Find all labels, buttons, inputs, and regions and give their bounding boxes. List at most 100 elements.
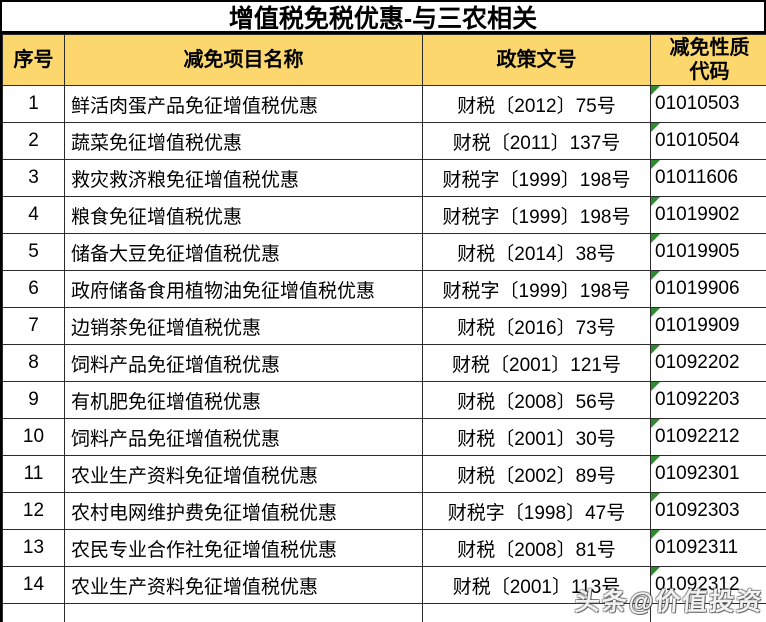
tax-exemption-table: 序号 减免项目名称 政策文号 减免性质 代码 1 鲜活肉蛋产品免征增值税优惠 财… <box>2 34 766 622</box>
serial-cell: 11 <box>2 455 65 493</box>
text-number-error-triangle-icon <box>651 345 660 354</box>
policy-doc-cell: 财税〔2008〕81号 <box>422 529 651 567</box>
text-number-error-triangle-icon <box>651 456 660 465</box>
policy-doc-cell: 财税字〔1998〕47号 <box>422 492 651 530</box>
policy-doc-cell: 财税〔2001〕121号 <box>422 344 651 382</box>
nature-code-value: 01092212 <box>655 426 740 447</box>
table-row: 11 农业生产资料免征增值税优惠 财税〔2002〕89号 01092301 <box>2 455 766 493</box>
nature-code-value: 01092203 <box>655 389 740 410</box>
nature-code-value: 01092202 <box>655 352 740 373</box>
nature-code-value: 01092303 <box>655 500 740 521</box>
text-number-error-triangle-icon <box>651 123 660 132</box>
nature-code-cell: 01092301 <box>650 455 766 493</box>
serial-cell: 9 <box>2 381 65 419</box>
policy-doc-cell: 财税字〔1999〕198号 <box>422 196 651 234</box>
nature-code-cell: 01092311 <box>650 529 766 567</box>
nature-code-value: 01092312 <box>655 574 740 595</box>
text-number-error-triangle-icon <box>651 86 660 95</box>
serial-cell: 4 <box>2 196 65 234</box>
nature-code-cell: 01092203 <box>650 381 766 419</box>
header-serial: 序号 <box>2 34 65 86</box>
table-body: 1 鲜活肉蛋产品免征增值税优惠 财税〔2012〕75号 01010503 2 蔬… <box>2 85 766 622</box>
policy-doc-cell: 财税〔2001〕30号 <box>422 418 651 456</box>
nature-code-value: 01092311 <box>655 537 739 558</box>
nature-code-cell <box>650 603 766 622</box>
nature-code-cell: 01092303 <box>650 492 766 530</box>
table-header: 序号 减免项目名称 政策文号 减免性质 代码 <box>2 34 766 86</box>
header-项目名称: 减免项目名称 <box>64 34 423 86</box>
serial-cell: 7 <box>2 307 65 345</box>
serial-cell: 13 <box>2 529 65 567</box>
nature-code-cell: 01019905 <box>650 233 766 271</box>
table-row: 5 储备大豆免征增值税优惠 财税〔2014〕38号 01019905 <box>2 233 766 271</box>
policy-doc-cell: 财税〔2002〕89号 <box>422 455 651 493</box>
table-row: 3 救灾救济粮免征增值税优惠 财税字〔1999〕198号 01011606 <box>2 159 766 197</box>
table-row: 13 农民专业合作社免征增值税优惠 财税〔2008〕81号 01092311 <box>2 529 766 567</box>
nature-code-value: 01019909 <box>655 315 740 336</box>
project-name-cell: 农村电网维护费免征增值税优惠 <box>64 492 423 530</box>
serial-cell: 2 <box>2 122 65 160</box>
nature-code-cell: 01092202 <box>650 344 766 382</box>
project-name-cell: 饲料产品免征增值税优惠 <box>64 418 423 456</box>
policy-doc-cell: 财税〔2016〕73号 <box>422 307 651 345</box>
policy-doc-cell: 财税〔2001〕113号 <box>422 566 651 604</box>
serial-cell: 5 <box>2 233 65 271</box>
project-name-cell: 农业生产资料免征增值税优惠 <box>64 566 423 604</box>
nature-code-cell: 01010504 <box>650 122 766 160</box>
table-row: 8 饲料产品免征增值税优惠 财税〔2001〕121号 01092202 <box>2 344 766 382</box>
nature-code-cell: 01011606 <box>650 159 766 197</box>
text-number-error-triangle-icon <box>651 419 660 428</box>
text-number-error-triangle-icon <box>651 567 660 576</box>
serial-cell: 10 <box>2 418 65 456</box>
header-policy-doc: 政策文号 <box>422 34 651 86</box>
serial-cell: 3 <box>2 159 65 197</box>
project-name-cell: 储备大豆免征增值税优惠 <box>64 233 423 271</box>
nature-code-cell: 01092212 <box>650 418 766 456</box>
serial-cell <box>2 603 65 622</box>
serial-cell: 1 <box>2 85 65 123</box>
policy-doc-cell <box>422 603 651 622</box>
policy-doc-cell: 财税〔2012〕75号 <box>422 85 651 123</box>
text-number-error-triangle-icon <box>651 234 660 243</box>
policy-doc-cell: 财税字〔1999〕198号 <box>422 159 651 197</box>
table-row: 2 蔬菜免征增值税优惠 财税〔2011〕137号 01010504 <box>2 122 766 160</box>
table-row: 9 有机肥免征增值税优惠 财税〔2008〕56号 01092203 <box>2 381 766 419</box>
project-name-cell: 饲料产品免征增值税优惠 <box>64 344 423 382</box>
serial-cell: 14 <box>2 566 65 604</box>
table-row: 7 边销茶免征增值税优惠 财税〔2016〕73号 01019909 <box>2 307 766 345</box>
nature-code-cell: 01092312 <box>650 566 766 604</box>
nature-code-cell: 01019902 <box>650 196 766 234</box>
table-row: 6 政府储备食用植物油免征增值税优惠 财税字〔1999〕198号 0101990… <box>2 270 766 308</box>
project-name-cell: 农业生产资料免征增值税优惠 <box>64 455 423 493</box>
project-name-cell <box>64 603 423 622</box>
header-row: 序号 减免项目名称 政策文号 减免性质 代码 <box>2 34 766 86</box>
table-row: 10 饲料产品免征增值税优惠 财税〔2001〕30号 01092212 <box>2 418 766 456</box>
project-name-cell: 粮食免征增值税优惠 <box>64 196 423 234</box>
nature-code-value: 01019905 <box>655 241 740 262</box>
header-nature-code: 减免性质 代码 <box>650 34 766 86</box>
table-row-partial <box>2 603 766 622</box>
nature-code-cell: 01019909 <box>650 307 766 345</box>
page-title: 增值税免税优惠-与三农相关 <box>2 2 764 34</box>
project-name-cell: 农民专业合作社免征增值税优惠 <box>64 529 423 567</box>
project-name-cell: 蔬菜免征增值税优惠 <box>64 122 423 160</box>
project-name-cell: 救灾救济粮免征增值税优惠 <box>64 159 423 197</box>
policy-doc-cell: 财税〔2014〕38号 <box>422 233 651 271</box>
project-name-cell: 政府储备食用植物油免征增值税优惠 <box>64 270 423 308</box>
policy-doc-cell: 财税〔2008〕56号 <box>422 381 651 419</box>
nature-code-cell: 01019906 <box>650 270 766 308</box>
table-row: 14 农业生产资料免征增值税优惠 财税〔2001〕113号 01092312 <box>2 566 766 604</box>
text-number-error-triangle-icon <box>651 271 660 280</box>
nature-code-cell: 01010503 <box>650 85 766 123</box>
nature-code-value: 01010504 <box>655 130 740 151</box>
project-name-cell: 鲜活肉蛋产品免征增值税优惠 <box>64 85 423 123</box>
table-row: 4 粮食免征增值税优惠 财税字〔1999〕198号 01019902 <box>2 196 766 234</box>
project-name-cell: 边销茶免征增值税优惠 <box>64 307 423 345</box>
policy-doc-cell: 财税〔2011〕137号 <box>422 122 651 160</box>
nature-code-value: 01010503 <box>655 93 740 114</box>
text-number-error-triangle-icon <box>651 160 660 169</box>
serial-cell: 8 <box>2 344 65 382</box>
nature-code-value: 01019902 <box>655 204 740 225</box>
text-number-error-triangle-icon <box>651 530 660 539</box>
